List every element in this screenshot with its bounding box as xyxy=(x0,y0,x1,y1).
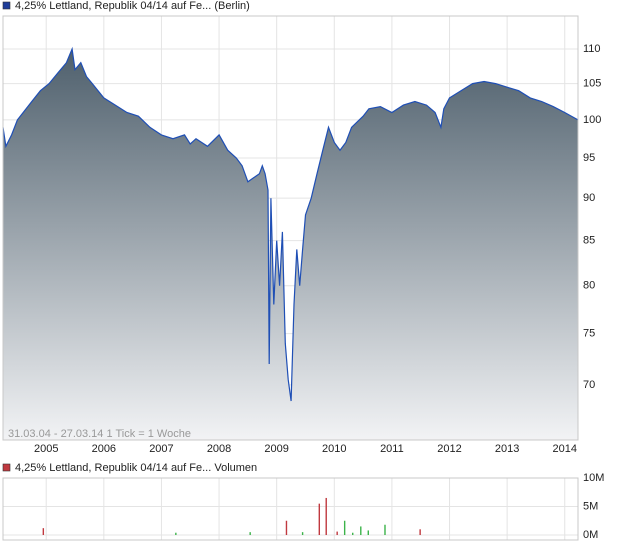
volume-bar xyxy=(249,532,251,535)
x-tick-label: 2006 xyxy=(92,443,116,455)
volume-bar xyxy=(301,532,304,535)
legend-label: 4,25% Lettland, Republik 04/14 auf Fe...… xyxy=(15,0,250,12)
y-tick-label: 100 xyxy=(583,114,601,126)
volume-bar xyxy=(367,530,369,535)
y-tick-label: 75 xyxy=(583,328,595,340)
volume-bar xyxy=(360,526,362,535)
volume-bar xyxy=(318,503,321,535)
x-tick-label: 2010 xyxy=(322,443,346,455)
volume-bar xyxy=(285,520,288,535)
volume-bar xyxy=(325,497,327,535)
plot-frame xyxy=(2,15,579,441)
x-tick-label: 2011 xyxy=(380,443,404,455)
plot-frame xyxy=(2,477,579,541)
legend-swatch xyxy=(2,1,11,10)
volume-bar xyxy=(175,532,177,535)
x-tick-label: 2007 xyxy=(149,443,173,455)
legend-swatch xyxy=(2,463,11,472)
y-tick-label: 70 xyxy=(583,379,595,391)
x-tick-label: 2012 xyxy=(437,443,461,455)
volume-bar xyxy=(343,520,346,535)
y-tick-label: 85 xyxy=(583,235,595,247)
volume-bar xyxy=(352,532,354,535)
x-tick-label: 2009 xyxy=(264,443,288,455)
legend-label: 4,25% Lettland, Republik 04/14 auf Fe...… xyxy=(15,462,257,474)
x-tick-label: 2014 xyxy=(553,443,577,455)
volume-bar xyxy=(42,528,45,535)
x-tick-label: 2005 xyxy=(34,443,58,455)
x-tick-label: 2008 xyxy=(207,443,231,455)
volume-bar xyxy=(419,529,421,535)
y-tick-label: 110 xyxy=(583,43,601,55)
x-tick-label: 2013 xyxy=(495,443,519,455)
y-tick-label: 80 xyxy=(583,280,595,292)
y-tick-label: 5M xyxy=(583,500,598,512)
y-tick-label: 0M xyxy=(583,529,598,541)
y-tick-label: 105 xyxy=(583,78,601,90)
area-fill xyxy=(3,49,578,440)
y-tick-label: 90 xyxy=(583,192,595,204)
annotation: 31.03.04 - 27.03.14 1 Tick = 1 Woche xyxy=(8,428,191,440)
price-line xyxy=(2,46,579,402)
volume-bar xyxy=(336,531,338,535)
y-tick-label: 95 xyxy=(583,152,595,164)
volume-bar xyxy=(384,524,386,535)
y-tick-label: 10M xyxy=(583,472,604,484)
